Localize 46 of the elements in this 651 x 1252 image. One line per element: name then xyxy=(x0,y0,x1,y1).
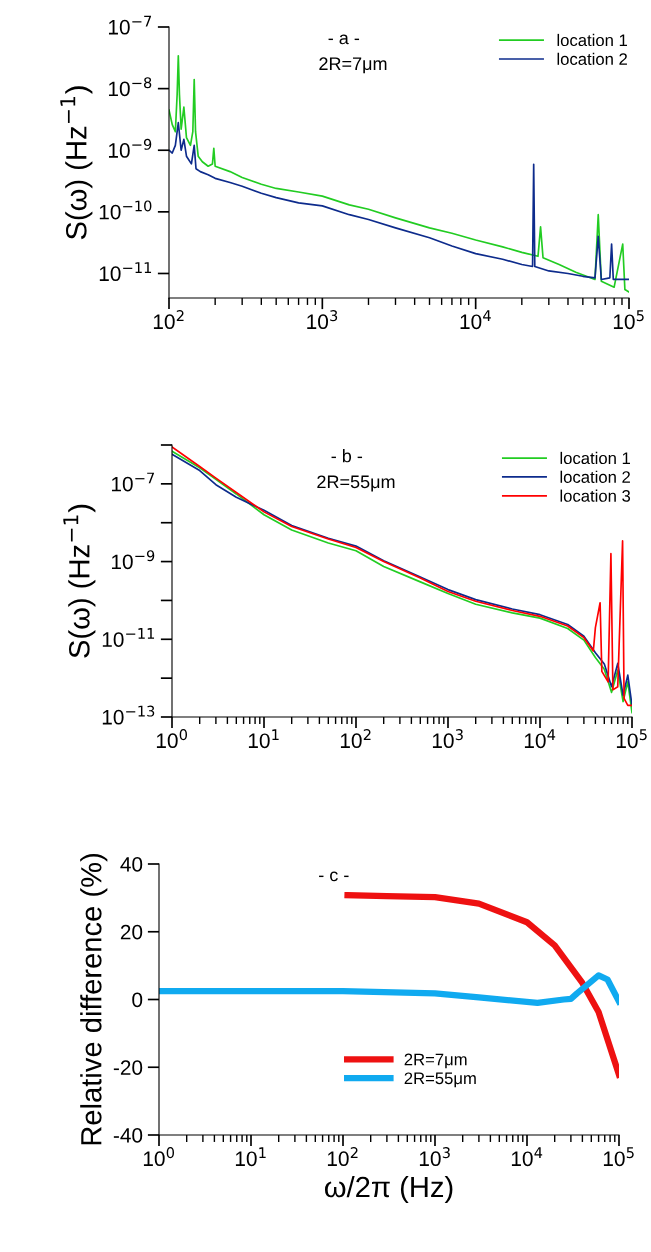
x-tick-label: 10$^{5}$ xyxy=(603,1147,634,1167)
text: 2R=55μm xyxy=(317,475,395,492)
legend-label: location 2 xyxy=(557,52,627,65)
y-tick-label: 10$^{−7}$ xyxy=(111,472,155,492)
y-tick-label: -20 xyxy=(113,1060,143,1075)
y-tick-label: 10$^{−11}$ xyxy=(99,262,152,282)
x-tick-label: 10$^{2}$ xyxy=(153,310,184,330)
x-tick-label: 10$^{0}$ xyxy=(156,729,188,749)
x-tick-label: 10$^{1}$ xyxy=(235,1147,266,1167)
y-axis-title: Relative difference (%) xyxy=(80,854,108,1145)
y-tick-label: 20 xyxy=(120,924,143,940)
y-tick-label: 10$^{−8}$ xyxy=(108,77,152,97)
text: 2R=7μm xyxy=(319,57,387,74)
x-tick-label: 10$^{4}$ xyxy=(511,1147,543,1167)
x-tick-label: 10$^{2}$ xyxy=(327,1147,358,1167)
y-tick-label: 10$^{−9}$ xyxy=(108,138,152,158)
y-tick-label: 10$^{−7}$ xyxy=(108,15,152,35)
y-axis-title: S(ω) (Hz$^{−1}$) xyxy=(60,86,93,240)
x-tick-label: 10$^{3}$ xyxy=(432,729,463,749)
y-tick-label: 10$^{−10}$ xyxy=(99,200,152,220)
x-tick-label: 10$^{5}$ xyxy=(616,729,647,749)
legend-label: location 2 xyxy=(560,470,630,483)
y-tick-label: -40 xyxy=(113,1128,143,1143)
y-axis-title: S(ω) (Hz$^{−1}$) xyxy=(63,504,96,658)
x-tick-label: 10$^{0}$ xyxy=(143,1147,175,1167)
x-tick-label: 10$^{5}$ xyxy=(613,310,644,330)
chart-title: - a - xyxy=(328,34,360,45)
legend-label: location 1 xyxy=(560,451,630,465)
x-tick-label: 10$^{1}$ xyxy=(248,729,279,749)
x-tick-label: 10$^{4}$ xyxy=(460,310,491,330)
x-tick-label: 10$^{4}$ xyxy=(524,729,556,749)
y-tick-label: 0 xyxy=(132,992,143,1008)
y-tick-label: 10$^{−13}$ xyxy=(102,705,155,725)
legend-label: location 3 xyxy=(560,489,631,502)
legend-label: 2R=7μm xyxy=(404,1053,467,1069)
y-tick-label: 10$^{−11}$ xyxy=(102,628,155,647)
legend-label: 2R=55μm xyxy=(404,1072,476,1088)
y-tick-label: 40 xyxy=(120,857,143,872)
x-tick-label: 10$^{2}$ xyxy=(340,729,371,749)
chart-title: - b - xyxy=(331,449,363,463)
chart-title: - c - xyxy=(319,871,349,882)
x-tick-label: 10$^{3}$ xyxy=(307,310,338,330)
x-tick-label: 10$^{3}$ xyxy=(419,1147,450,1167)
x-axis-title: ω/2π (Hz) xyxy=(324,1175,453,1204)
legend-label: location 1 xyxy=(557,33,627,47)
y-tick-label: 10$^{−9}$ xyxy=(111,550,155,570)
